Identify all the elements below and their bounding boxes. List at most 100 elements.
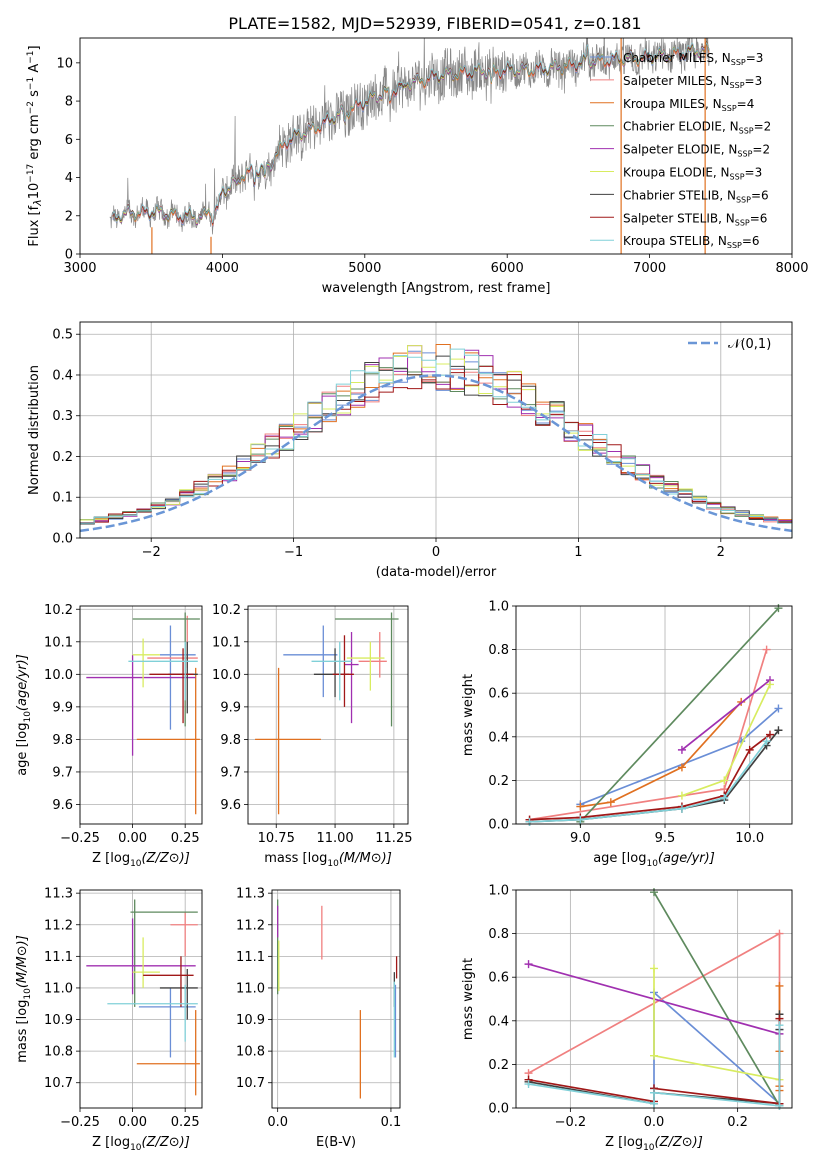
y-tick-label: 9.9: [52, 700, 73, 715]
weight-marker: [677, 745, 686, 754]
x-axis-label: mass [log10(M/M⊙)]: [264, 851, 392, 869]
x-tick-label: 0.0: [644, 1115, 665, 1130]
weight-marker: [650, 888, 658, 897]
y-tick-label: 0.0: [52, 532, 73, 547]
x-tick-label: 0.00: [118, 1115, 147, 1130]
y-tick-label: 6: [65, 133, 73, 148]
y-axis-label: Normed distribution: [27, 365, 42, 495]
x-axis-label: wavelength [Angstrom, rest frame]: [322, 281, 551, 296]
weight-marker: [774, 726, 783, 735]
x-tick-label: 11.00: [316, 831, 353, 846]
y-tick-label: 1.0: [488, 884, 509, 899]
weight-marker: [525, 817, 534, 826]
legend-label: Kroupa ELODIE, NSSP=3: [623, 166, 762, 182]
x-tick-label: 0: [432, 545, 440, 560]
histogram-salpeter_stelib: [79, 365, 793, 538]
plot-content: [79, 343, 793, 538]
weight-marker: [677, 791, 686, 800]
x-tick-label: 0.25: [171, 831, 200, 846]
plot-content: [524, 888, 784, 1110]
legend-label: Chabrier ELODIE, NSSP=2: [623, 120, 771, 136]
legend-label: Kroupa MILES, NSSP=4: [623, 97, 754, 113]
y-tick-label: 0.6: [488, 971, 509, 986]
axes-frame: [271, 889, 401, 1109]
x-tick-label: −0.2: [555, 1115, 587, 1130]
y-tick-label: 0.8: [488, 643, 509, 658]
y-tick-label: 10.1: [44, 635, 73, 650]
x-tick-label: 0.2: [727, 1115, 748, 1130]
panel-age_vs_mass: 10.75 11.00 11.25 9.6 9.7 9.8 9.9 10.0 10.1 10.2 m…: [212, 603, 412, 869]
y-tick-label: 0.2: [488, 1058, 509, 1073]
panel-mass_weight_vs_age: 9.0 9.5 10.0 0.0 0.2 0.4 0.6 0.8 1.0 age [log10(a…: [461, 600, 793, 869]
y-tick-label: 0.4: [488, 730, 509, 745]
x-tick-label: 11.25: [375, 831, 412, 846]
x-tick-label: −0.25: [60, 831, 100, 846]
weight-marker: [576, 815, 585, 824]
y-tick-label: 11.1: [44, 950, 73, 965]
x-tick-label: −1: [284, 545, 303, 560]
y-tick-label: 10: [56, 56, 73, 71]
plot-content: [86, 612, 200, 815]
weight-marker: [606, 798, 615, 807]
x-tick-label: 1: [574, 545, 582, 560]
x-tick-label: 3000: [63, 261, 96, 276]
weight-marker: [650, 1088, 658, 1097]
weight-line-salpeter_stelib: [529, 733, 771, 821]
y-axis-label: mass [log10(M/M⊙)]: [15, 935, 33, 1063]
axes-frame: [79, 605, 203, 825]
y-tick-label: 0.0: [488, 1102, 509, 1117]
panel-mass_weight_vs_z: −0.2 0.0 0.2 0.0 0.2 0.4 0.6 0.8 1.0 Z [log10(Z/Z…: [461, 884, 793, 1153]
weight-marker: [524, 960, 533, 969]
y-tick-label: 2: [65, 209, 73, 224]
x-axis-label: (data-model)/error: [376, 565, 497, 580]
histogram-kroupa_stelib: [79, 348, 793, 538]
plot-background: [272, 890, 400, 1108]
legend-label: 𝒩(0,1): [728, 337, 771, 352]
weight-marker: [677, 763, 686, 772]
plot-content: [109, 38, 710, 254]
x-tick-label: 10.75: [258, 831, 295, 846]
x-axis-label: Z [log10(Z/Z⊙)]: [92, 851, 190, 869]
x-tick-label: 10.0: [735, 831, 764, 846]
legend-label: Salpeter ELODIE, NSSP=2: [623, 143, 770, 159]
y-tick-label: 11.3: [236, 887, 265, 902]
x-tick-label: −0.25: [60, 1115, 100, 1130]
weight-marker: [720, 793, 729, 802]
y-tick-label: 9.8: [220, 733, 241, 748]
plot-content: [277, 899, 398, 1099]
y-tick-label: 8: [65, 95, 73, 110]
y-tick-label: 0.4: [488, 1014, 509, 1029]
weight-line-chabrier_elodie: [579, 607, 780, 823]
weight-marker: [774, 704, 783, 713]
plot-content: [86, 899, 200, 1096]
weight-marker: [762, 737, 771, 746]
legend: Chabrier MILES, NSSP=3 Salpeter MILES, NS…: [590, 51, 771, 250]
panel-spectrum: 3000 4000 5000 6000 7000 8000 0 2 4 6 8 10 wavelengt…: [26, 37, 809, 296]
x-tick-label: 0.1: [381, 1115, 402, 1130]
weight-marker: [745, 745, 754, 754]
y-tick-label: 11.1: [236, 950, 265, 965]
y-tick-label: 0.8: [488, 927, 509, 942]
y-tick-label: 9.6: [52, 798, 73, 813]
y-tick-label: 0.6: [488, 687, 509, 702]
plot-background: [248, 606, 408, 824]
y-axis-label: age [log10(age/yr)]: [15, 654, 33, 776]
y-tick-label: 11.3: [44, 887, 73, 902]
weight-marker: [650, 1099, 658, 1108]
x-axis-label: Z [log10(Z/Z⊙)]: [605, 1135, 703, 1153]
x-tick-label: 0.0: [267, 1115, 288, 1130]
y-tick-label: 10.8: [236, 1045, 265, 1060]
y-tick-label: 10.2: [44, 603, 73, 618]
x-tick-label: 9.0: [570, 831, 591, 846]
x-axis-label: age [log10(age/yr)]: [593, 851, 715, 869]
y-tick-label: 4: [65, 171, 73, 186]
weight-marker: [720, 776, 729, 785]
legend-label: Chabrier MILES, NSSP=3: [623, 51, 763, 67]
legend: 𝒩(0,1): [688, 337, 771, 352]
y-tick-label: 0: [65, 248, 73, 263]
weight-marker: [775, 1101, 784, 1110]
weight-marker: [762, 645, 771, 654]
plot-content: [525, 604, 783, 826]
axes-frame: [79, 889, 203, 1109]
